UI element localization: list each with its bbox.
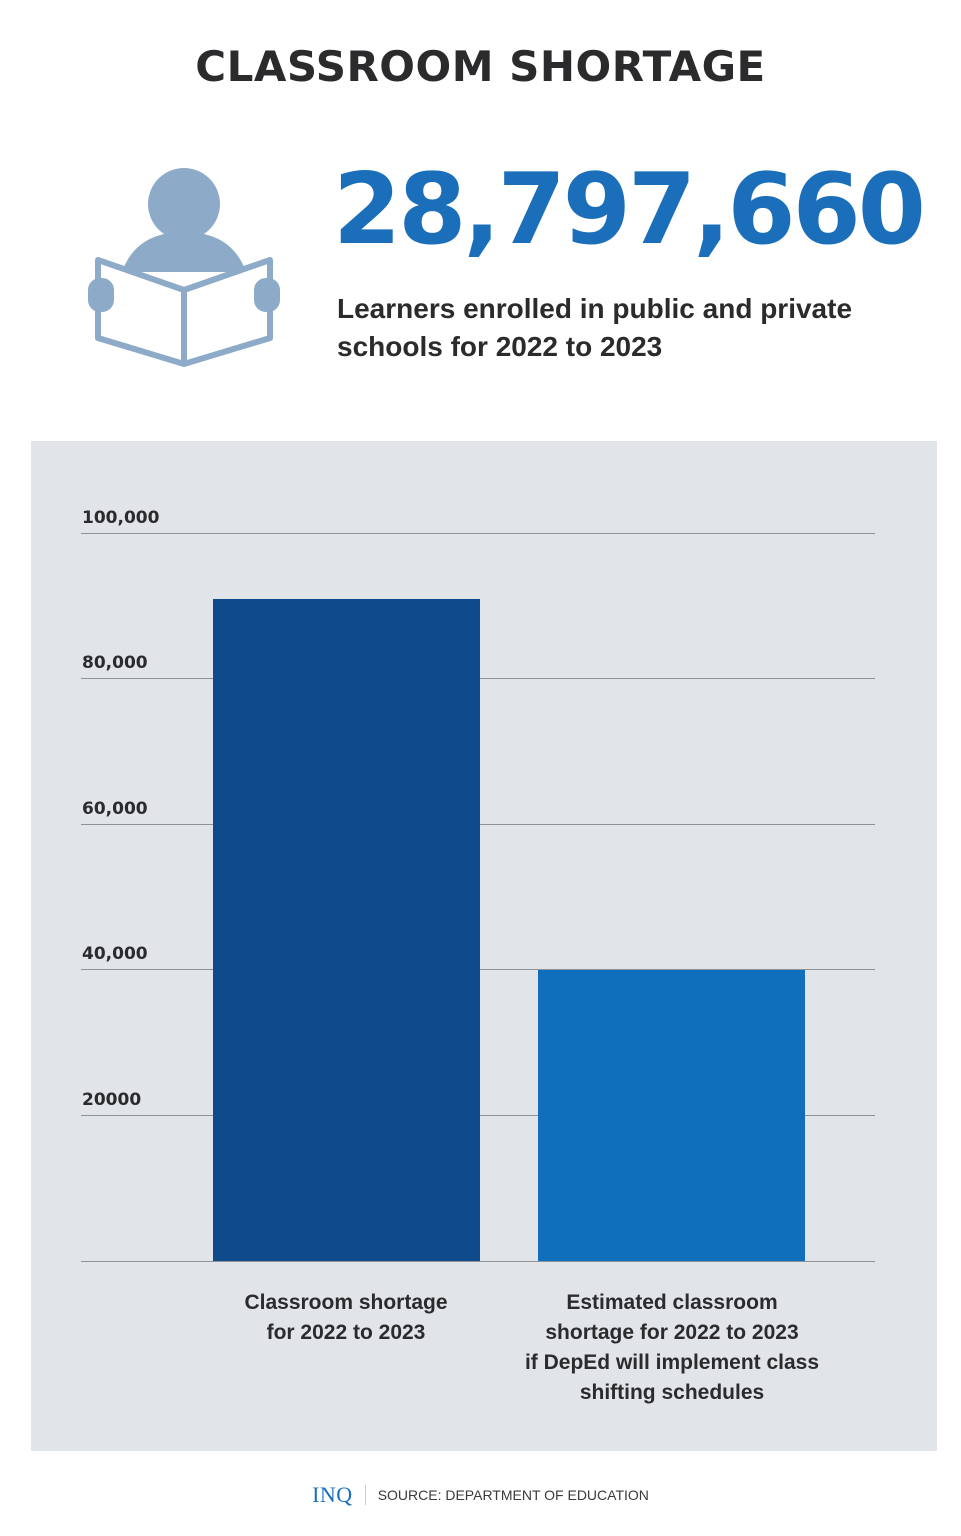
bar-classroom-shortage — [213, 599, 480, 1261]
label-line: shortage for 2022 to 2023 — [545, 1321, 799, 1344]
y-tick-100000: 100,000 — [82, 508, 160, 528]
chart-panel: 100,000 80,000 60,000 40,000 20000 Class… — [31, 441, 937, 1451]
inq-logo: INQ — [312, 1482, 353, 1507]
label-line: if DepEd will implement class — [524, 1351, 820, 1374]
label-line: for 2022 to 2023 — [266, 1321, 426, 1344]
baseline — [81, 1261, 875, 1262]
label-line: shifting schedules — [579, 1381, 765, 1404]
source-credit: SOURCE: DEPARTMENT OF EDUCATION — [377, 1487, 649, 1503]
bar-estimated-shortage-shifting — [538, 970, 805, 1261]
label-line: Classroom shortage — [244, 1291, 448, 1314]
category-label-classroom-shortage: Classroom shortage for 2022 to 2023 — [191, 1288, 501, 1348]
y-tick-60000: 60,000 — [82, 799, 148, 819]
enrollment-total: 28,797,660 — [333, 153, 926, 267]
y-tick-20000: 20000 — [82, 1090, 142, 1110]
gridline-100000 — [81, 533, 875, 534]
enrollment-description: Learners enrolled in public and private … — [337, 293, 853, 362]
label-line: Estimated classroom — [566, 1291, 778, 1314]
page-title: CLASSROOM SHORTAGE — [195, 42, 766, 91]
footer-divider — [364, 1485, 366, 1505]
category-label-estimated-shortage: Estimated classroom shortage for 2022 to… — [491, 1288, 853, 1408]
footer: INQ SOURCE: DEPARTMENT OF EDUCATION — [0, 1482, 961, 1508]
y-tick-80000: 80,000 — [82, 653, 148, 673]
y-tick-40000: 40,000 — [82, 944, 148, 964]
person-reading-book-icon — [88, 168, 280, 367]
